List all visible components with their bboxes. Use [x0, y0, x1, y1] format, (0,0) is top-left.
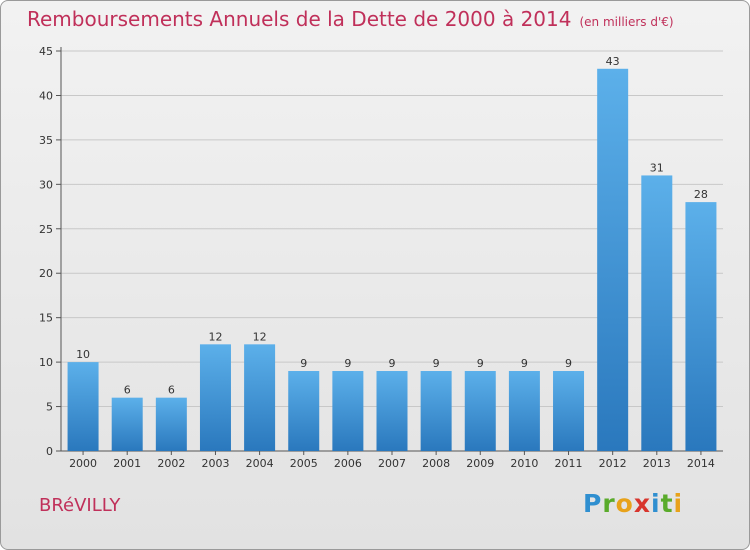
data-label: 10	[76, 348, 90, 361]
y-tick-label: 15	[39, 312, 53, 325]
labels: 0 5 10 15 20 25 30 35 40 45 10 2000 6 2001 6 2002 12 2003…	[39, 45, 715, 470]
logo-letter: P	[583, 489, 603, 518]
x-tick-label: 2011	[555, 457, 583, 470]
data-label: 9	[521, 357, 528, 370]
bar	[420, 371, 452, 451]
x-tick-label: 2012	[599, 457, 627, 470]
x-tick-label: 2002	[157, 457, 185, 470]
x-tick-label: 2009	[466, 457, 494, 470]
y-tick-label: 25	[39, 223, 53, 236]
bar	[111, 397, 143, 451]
y-tick-label: 20	[39, 267, 53, 280]
data-label: 28	[694, 188, 708, 201]
logo-letter: o	[615, 489, 634, 518]
bar	[464, 371, 496, 451]
logo-letter: i	[673, 489, 684, 518]
x-tick-label: 2005	[290, 457, 318, 470]
bar	[288, 371, 320, 451]
data-label: 43	[606, 55, 620, 68]
x-tick-label: 2003	[201, 457, 229, 470]
logo-letter: t	[660, 489, 674, 518]
bar	[155, 397, 187, 451]
y-tick-label: 35	[39, 134, 53, 147]
x-tick-label: 2000	[69, 457, 97, 470]
bar	[332, 371, 364, 451]
data-label: 12	[208, 330, 222, 343]
bars	[67, 68, 717, 452]
data-label: 9	[477, 357, 484, 370]
logo-letter: x	[633, 489, 651, 518]
data-label: 9	[389, 357, 396, 370]
x-tick-label: 2007	[378, 457, 406, 470]
proxiti-logo: Proxiti	[583, 489, 683, 518]
x-tick-label: 2014	[687, 457, 715, 470]
bar	[553, 371, 585, 451]
y-tick-label: 10	[39, 356, 53, 369]
data-label: 6	[168, 384, 175, 397]
bar	[641, 175, 673, 451]
x-tick-label: 2010	[510, 457, 538, 470]
data-label: 9	[344, 357, 351, 370]
data-label: 12	[253, 330, 267, 343]
x-tick-label: 2004	[246, 457, 274, 470]
bar	[685, 202, 717, 451]
bar	[597, 68, 629, 452]
data-label: 9	[300, 357, 307, 370]
bar	[508, 371, 540, 451]
logo-letter: i	[651, 489, 661, 518]
y-tick-label: 5	[46, 401, 53, 414]
data-label: 9	[565, 357, 572, 370]
chart-title-text: Remboursements Annuels de la Dette de 20…	[27, 7, 572, 31]
data-label: 31	[650, 161, 664, 174]
y-tick-label: 40	[39, 89, 53, 102]
logo-letter: r	[602, 489, 616, 518]
y-tick-label: 30	[39, 178, 53, 191]
bar	[376, 371, 408, 451]
data-label: 6	[124, 384, 131, 397]
chart-subtitle: (en milliers d'€)	[579, 15, 674, 29]
commune-name: BRéVILLY	[39, 495, 121, 516]
x-tick-label: 2013	[643, 457, 671, 470]
x-tick-label: 2006	[334, 457, 362, 470]
bar	[199, 344, 231, 451]
y-tick-label: 0	[46, 445, 53, 458]
bar	[244, 344, 276, 451]
x-tick-label: 2001	[113, 457, 141, 470]
data-label: 9	[433, 357, 440, 370]
chart-title: Remboursements Annuels de la Dette de 20…	[27, 7, 674, 31]
x-tick-label: 2008	[422, 457, 450, 470]
bar	[67, 362, 99, 451]
y-tick-label: 45	[39, 45, 53, 58]
